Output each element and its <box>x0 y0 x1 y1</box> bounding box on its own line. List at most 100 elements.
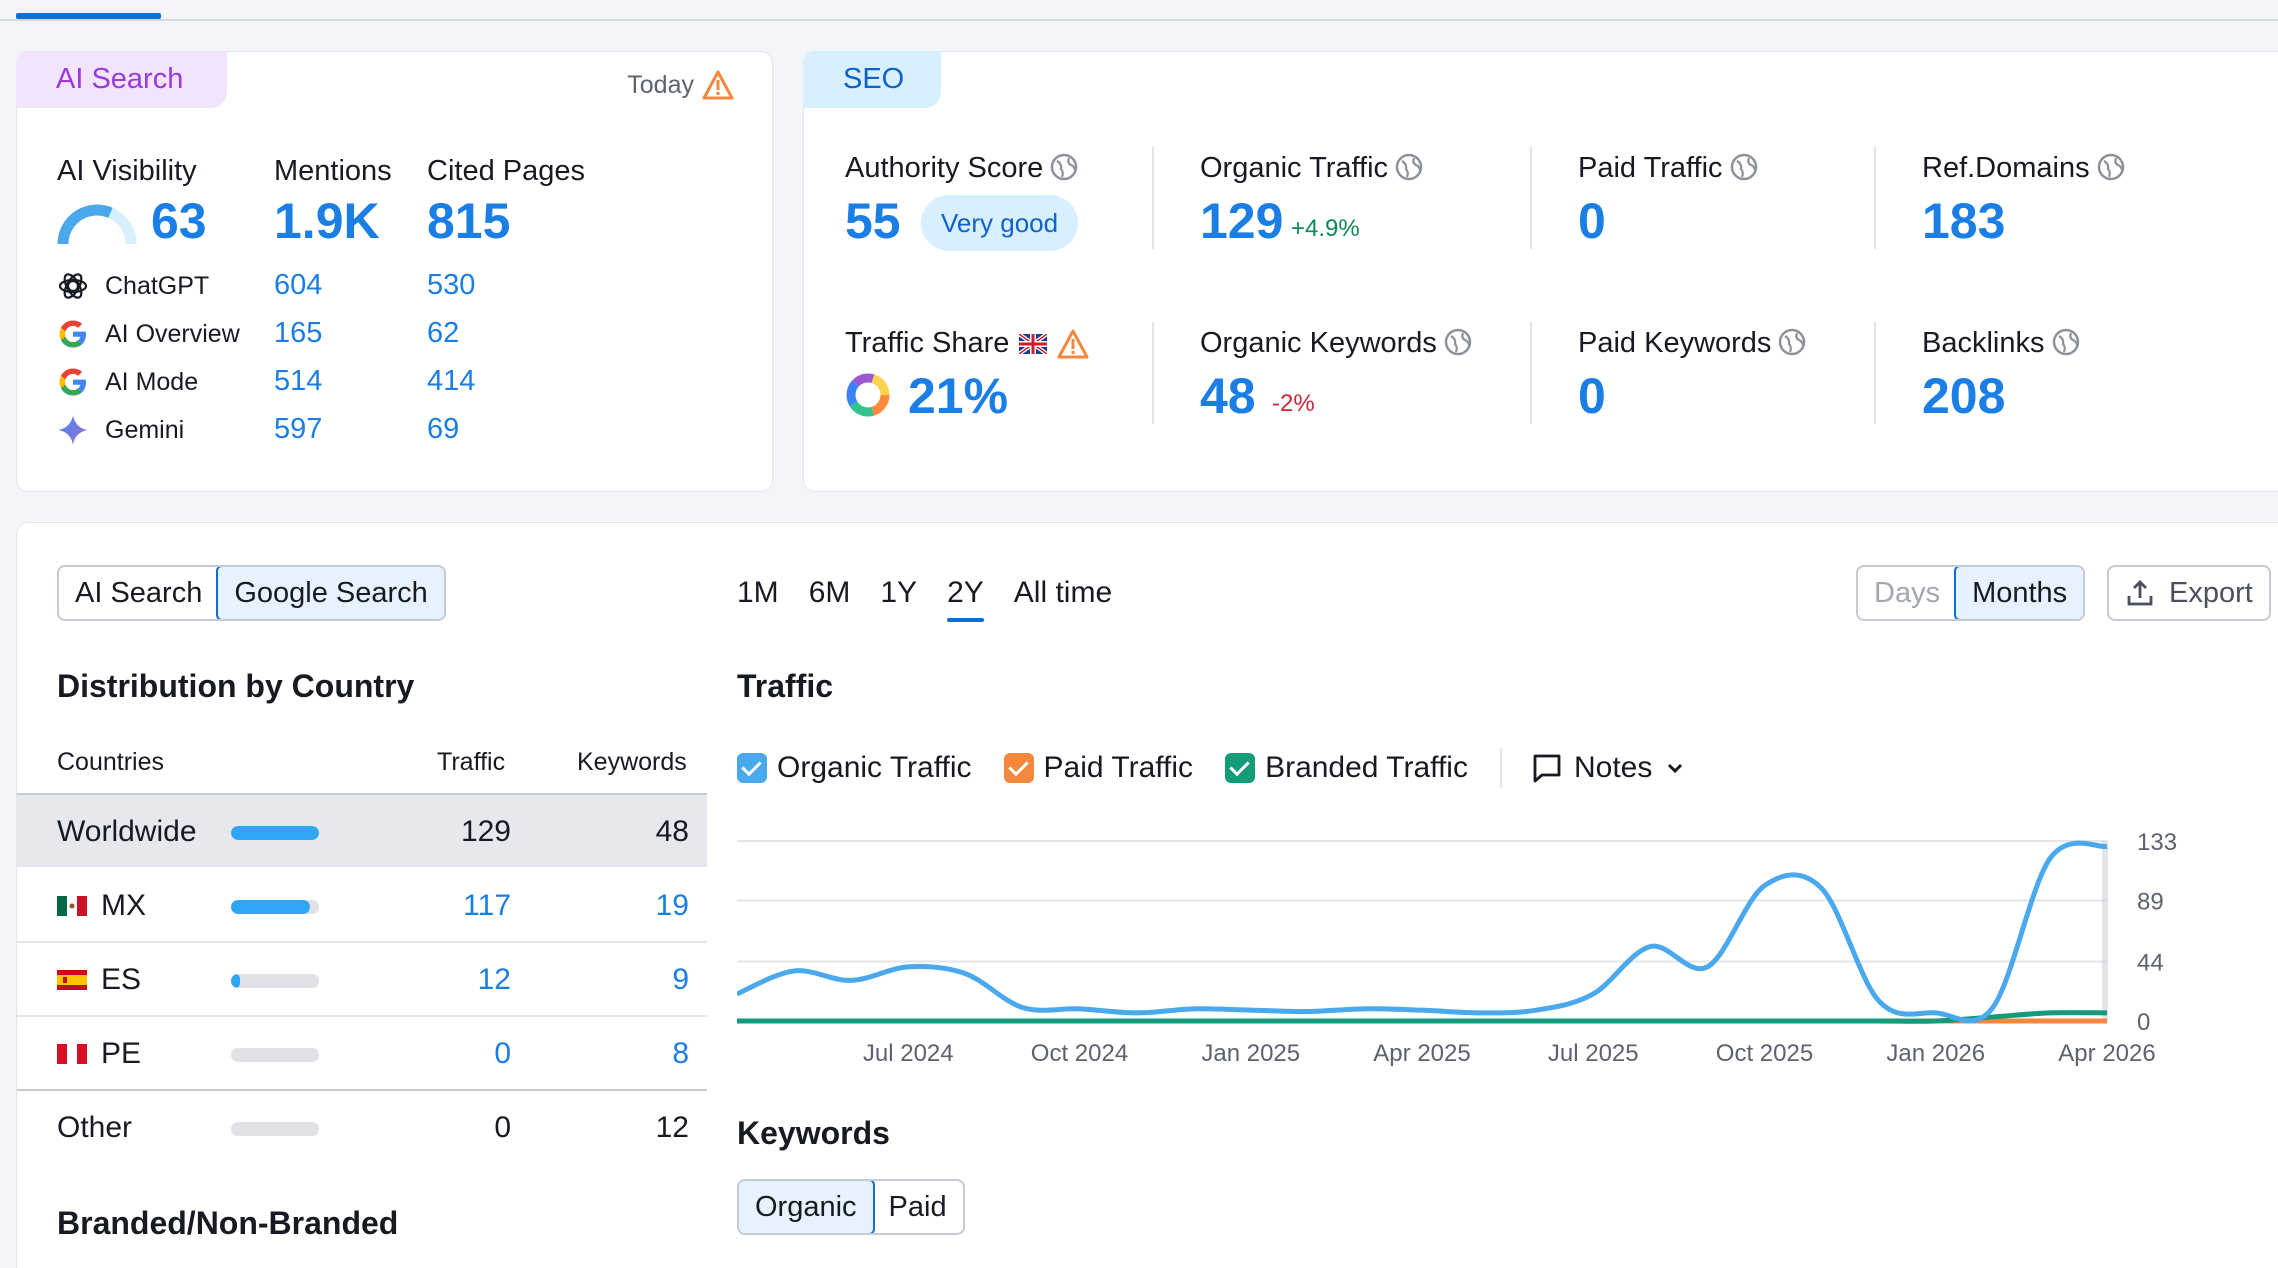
legend-branded-traffic[interactable]: Branded Traffic <box>1225 751 1468 785</box>
very-good-badge: Very good <box>921 195 1079 251</box>
period-2y[interactable]: 2Y <box>947 576 984 622</box>
upload-icon <box>2127 580 2153 606</box>
country-keywords[interactable]: 9 <box>672 963 689 996</box>
checkbox-icon[interactable] <box>737 753 767 783</box>
backlinks-value[interactable]: 208 <box>1922 368 2006 424</box>
ai-row-mentions[interactable]: 604 <box>274 269 323 301</box>
country-traffic: 0 <box>494 1111 511 1144</box>
notes-dropdown[interactable]: Notes <box>1532 751 1686 785</box>
mentions-label: Mentions <box>274 155 392 187</box>
globe-icon[interactable] <box>2051 327 2081 357</box>
ai-search-toggle-button[interactable]: AI Search <box>75 577 203 609</box>
country-keywords[interactable]: 8 <box>672 1037 689 1070</box>
ref-domains-value[interactable]: 183 <box>1922 193 2006 249</box>
keywords-header[interactable]: Keywords <box>577 748 687 776</box>
ai-row-mentions[interactable]: 597 <box>274 413 323 445</box>
period-all-time[interactable]: All time <box>1013 576 1113 609</box>
paid-keywords-label: Paid Keywords <box>1578 327 1772 359</box>
organic-keywords-metric: Organic Keywords <box>1200 327 1473 360</box>
country-row-es[interactable]: ES 12 9 <box>17 943 707 1017</box>
ai-visibility-label: AI Visibility <box>57 155 197 187</box>
countries-header: Countries <box>57 748 164 776</box>
ai-search-card: AI Search Today AI Visibility Mentions C… <box>16 51 773 492</box>
chatgpt-icon <box>58 273 88 299</box>
country-name: MX <box>57 889 146 923</box>
globe-icon[interactable] <box>1049 152 1079 182</box>
ai-row-name: AI Mode <box>105 368 199 396</box>
seo-tag: SEO <box>803 51 941 108</box>
top-divider <box>0 19 2278 21</box>
globe-icon[interactable] <box>1729 152 1759 182</box>
peru-flag-icon <box>57 1044 87 1064</box>
traffic-share-bar <box>231 826 319 840</box>
period-1m[interactable]: 1M <box>737 576 779 609</box>
organic-traffic-change: +4.9% <box>1291 215 1360 242</box>
checkbox-icon[interactable] <box>1003 753 1034 783</box>
comment-icon <box>1533 754 1561 783</box>
country-row-pe[interactable]: PE 0 8 <box>17 1017 707 1091</box>
legend-paid-traffic[interactable]: Paid Traffic <box>1003 751 1193 785</box>
organic-keywords-value[interactable]: 48 <box>1200 368 1256 424</box>
globe-icon[interactable] <box>1777 327 1807 357</box>
globe-icon[interactable] <box>1443 327 1473 357</box>
globe-icon[interactable] <box>2096 152 2126 182</box>
period-1y[interactable]: 1Y <box>880 576 918 609</box>
traffic-share-bar <box>231 1048 319 1062</box>
paid-keywords-value[interactable]: 0 <box>1578 368 1606 424</box>
export-button[interactable]: Export <box>2107 565 2271 621</box>
organic-traffic-label: Organic Traffic <box>1200 152 1389 184</box>
y-tick-label: 44 <box>2137 949 2164 976</box>
period-selector: 1M 6M 1Y 2Y All time <box>737 576 1113 622</box>
ai-row-cited[interactable]: 414 <box>427 365 476 397</box>
paid-traffic-label: Paid Traffic <box>1578 152 1723 184</box>
paid-traffic-value[interactable]: 0 <box>1578 193 1606 249</box>
backlinks-label: Backlinks <box>1922 327 2045 359</box>
country-name: Other <box>57 1111 132 1145</box>
ai-visibility-value: 63 <box>151 193 207 249</box>
traffic-share-fill <box>231 826 319 840</box>
ai-row-cited[interactable]: 62 <box>427 317 460 349</box>
mentions-value: 1.9K <box>274 193 380 249</box>
distribution-title: Distribution by Country <box>57 668 415 704</box>
warning-icon[interactable] <box>702 70 734 100</box>
globe-icon[interactable] <box>1394 152 1424 182</box>
checkbox-icon[interactable] <box>1225 753 1256 783</box>
legend-divider <box>1499 748 1502 788</box>
ref-domains-metric: Ref.Domains <box>1922 152 2126 185</box>
country-name: PE <box>57 1037 141 1071</box>
country-row-worldwide[interactable]: Worldwide 129 48 <box>17 793 707 867</box>
ai-row-mentions[interactable]: 165 <box>274 317 323 349</box>
country-row-mx[interactable]: MX 117 19 <box>17 869 707 943</box>
today-label: Today <box>627 70 694 99</box>
paid-traffic-metric: Paid Traffic <box>1578 152 1759 185</box>
organic-keywords-toggle-button[interactable]: Organic <box>738 1181 875 1233</box>
country-keywords[interactable]: 19 <box>655 889 689 922</box>
organic-traffic-value[interactable]: 129 <box>1200 193 1284 249</box>
country-traffic[interactable]: 0 <box>494 1037 511 1070</box>
ai-row-cited[interactable]: 69 <box>427 413 460 445</box>
legend-organic-traffic[interactable]: Organic Traffic <box>737 751 972 785</box>
country-traffic[interactable]: 117 <box>463 889 511 922</box>
traffic-line-chart[interactable]: 0 44 89 133 Jul 2024 Oct 2024 Jan 2025 Apr 2025… <box>737 823 2237 1083</box>
ai-row-mentions[interactable]: 514 <box>274 365 323 397</box>
traffic-header[interactable]: Traffic <box>437 748 506 776</box>
organic-traffic-metric: Organic Traffic <box>1200 152 1424 185</box>
divider <box>1152 147 1154 249</box>
country-row-other: Other 0 12 <box>17 1091 707 1165</box>
google-search-toggle-button[interactable]: Google Search <box>216 567 444 619</box>
period-6m[interactable]: 6M <box>808 576 851 609</box>
traffic-share-fill <box>231 974 240 988</box>
divider <box>1530 322 1532 424</box>
ai-search-tag: AI Search <box>16 51 227 108</box>
ai-row-cited[interactable]: 530 <box>427 269 476 301</box>
country-label: ES <box>101 963 142 996</box>
authority-score-value: 55 <box>845 193 901 249</box>
paid-keywords-toggle-button[interactable]: Paid <box>888 1191 947 1223</box>
country-traffic[interactable]: 12 <box>477 963 511 996</box>
traffic-chart-title: Traffic <box>737 668 834 704</box>
months-button[interactable]: Months <box>1954 567 2084 619</box>
days-button[interactable]: Days <box>1874 577 1941 609</box>
warning-icon[interactable] <box>1057 329 1089 359</box>
country-label: PE <box>101 1037 142 1070</box>
uk-flag-icon <box>1019 333 1048 354</box>
